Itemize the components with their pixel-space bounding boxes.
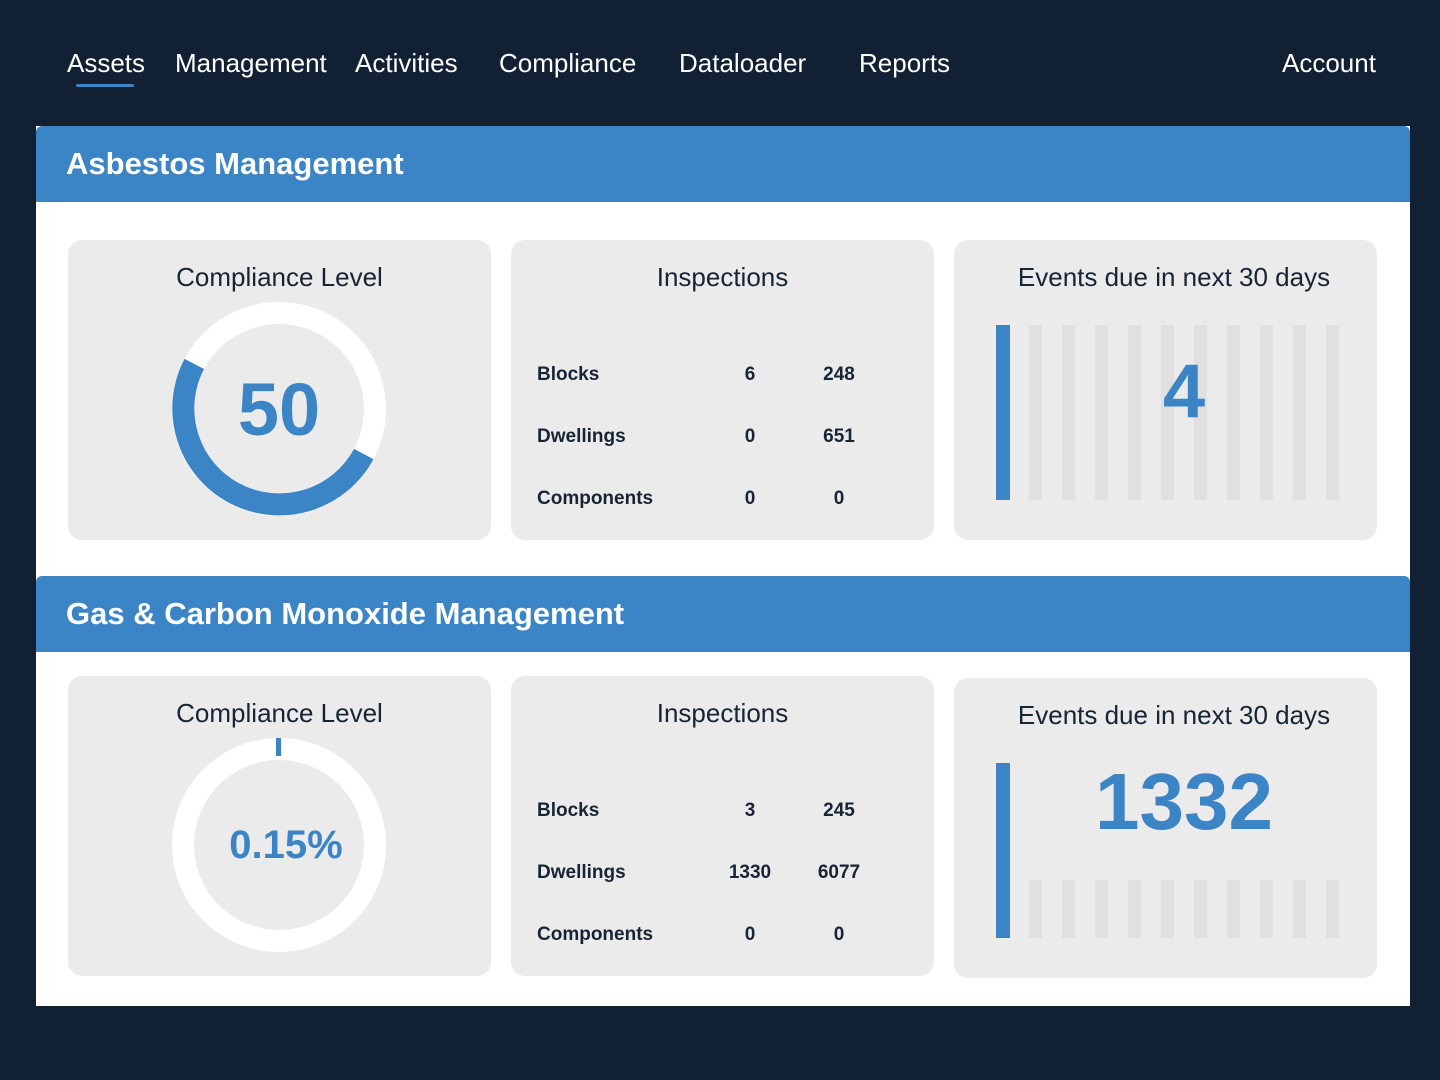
card-title: Inspections (656, 262, 789, 292)
inspection-label: Dwellings (537, 426, 626, 447)
inspection-value-2: 6077 (817, 862, 861, 883)
compliance-donut (172, 302, 386, 516)
compliance-value: 0.15% (229, 822, 343, 867)
events-bar (1095, 880, 1108, 938)
events-value: 4 (1162, 349, 1206, 434)
events-bar (1293, 880, 1306, 938)
inspection-label: Components (537, 488, 654, 509)
card-title: Events due in next 30 days (1017, 700, 1331, 730)
events-bar (1293, 325, 1306, 500)
nav-management[interactable]: Management (175, 48, 327, 78)
compliance-card: Compliance Level 0.15% (68, 676, 491, 976)
events-bar (1161, 325, 1174, 500)
compliance-donut (172, 738, 386, 952)
events-bar (1029, 325, 1042, 500)
inspection-label: Dwellings (537, 862, 626, 883)
events-bar (1194, 880, 1207, 938)
inspection-value-1: 0 (744, 426, 756, 447)
events-bar (1029, 880, 1042, 938)
events-bar (1326, 325, 1339, 500)
nav-activities[interactable]: Activities (355, 48, 458, 78)
card-title: Inspections (656, 698, 789, 728)
events-bars (996, 325, 1339, 500)
nav-account[interactable]: Account (1282, 48, 1376, 78)
asbestos-panel: Asbestos Management Compliance Level 50 … (36, 126, 1410, 576)
events-bar-active (996, 325, 1010, 500)
inspection-value-1: 1330 (728, 862, 772, 883)
events-bar (1194, 325, 1207, 500)
inspection-label: Blocks (537, 800, 600, 821)
nav-reports[interactable]: Reports (859, 48, 951, 78)
events-bar (1326, 880, 1339, 938)
nav-assets[interactable]: Assets (67, 48, 146, 78)
card-title: Events due in next 30 days (1017, 262, 1331, 292)
inspection-value-1: 3 (744, 800, 756, 821)
panel-title: Gas & Carbon Monoxide Management (66, 596, 625, 631)
inspection-row: Dwellings 1330 6077 (511, 860, 934, 886)
inspection-value-2: 0 (833, 924, 845, 945)
events-bar (1062, 880, 1075, 938)
card-title: Compliance Level (176, 262, 383, 292)
inspection-row: Components 0 0 (511, 922, 934, 948)
inspections-card: Inspections Blocks 6 248 Dwellings 0 651… (511, 240, 934, 540)
inspection-label: Blocks (537, 364, 600, 385)
events-bar-active (996, 763, 1010, 938)
compliance-value: 50 (237, 367, 321, 451)
events-bar (1260, 880, 1273, 938)
inspection-value-2: 245 (823, 800, 855, 821)
inspection-value-2: 0 (833, 488, 845, 509)
events-card: Events due in next 30 days 1332 (954, 678, 1377, 978)
inspections-card: Inspections Blocks 3 245 Dwellings 1330 … (511, 676, 934, 976)
inspection-row: Dwellings 0 651 (511, 424, 934, 450)
events-bar (1062, 325, 1075, 500)
inspection-row: Blocks 3 245 (511, 798, 934, 824)
inspection-value-1: 0 (744, 924, 756, 945)
donut-progress-arc (276, 738, 281, 756)
inspection-label: Components (537, 924, 654, 945)
inspection-value-2: 248 (823, 364, 855, 385)
events-bar (1161, 880, 1174, 938)
top-nav: Assets Management Activities Compliance … (0, 0, 1440, 126)
events-bar (1260, 325, 1273, 500)
active-nav-indicator (76, 84, 134, 87)
compliance-card: Compliance Level 50 (68, 240, 491, 540)
inspection-value-2: 651 (823, 426, 855, 447)
panel-title: Asbestos Management (66, 146, 404, 181)
asbestos-panel-header: Asbestos Management (36, 126, 1410, 202)
inspection-row: Blocks 6 248 (511, 362, 934, 388)
events-card: Events due in next 30 days 4 (954, 240, 1377, 540)
events-bar (1128, 880, 1141, 938)
inspection-row: Components 0 0 (511, 486, 934, 512)
gas-co-panel: Gas & Carbon Monoxide Management Complia… (36, 576, 1410, 1006)
inspection-value-1: 0 (744, 488, 756, 509)
events-value: 1332 (1095, 757, 1273, 846)
nav-compliance[interactable]: Compliance (499, 48, 637, 78)
events-bars (996, 763, 1339, 938)
gas-co-panel-header: Gas & Carbon Monoxide Management (36, 576, 1410, 652)
events-bar (1227, 880, 1240, 938)
events-bar (1227, 325, 1240, 500)
donut-progress-arc (172, 358, 374, 516)
inspection-value-1: 6 (744, 364, 756, 385)
events-bar (1128, 325, 1141, 500)
events-bar (1095, 325, 1108, 500)
nav-dataloader[interactable]: Dataloader (679, 48, 807, 78)
card-title: Compliance Level (176, 698, 383, 728)
